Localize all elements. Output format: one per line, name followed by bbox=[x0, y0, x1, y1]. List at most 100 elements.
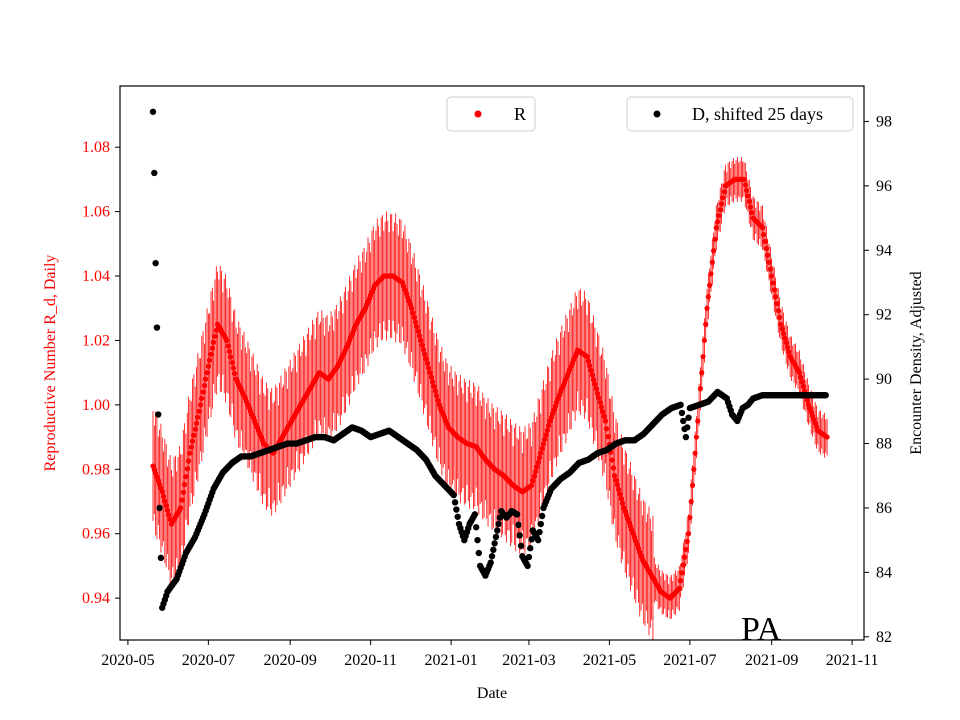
r-point bbox=[597, 399, 603, 406]
r-point bbox=[535, 459, 541, 465]
r-point bbox=[786, 349, 792, 355]
r-point bbox=[782, 335, 788, 341]
d-point bbox=[488, 553, 496, 560]
r-point bbox=[166, 512, 172, 518]
r-point bbox=[824, 434, 830, 440]
r-point bbox=[610, 465, 616, 471]
y-left-tick-label: 1.06 bbox=[82, 204, 110, 221]
d-point bbox=[538, 512, 546, 520]
r-point bbox=[211, 339, 217, 345]
r-point bbox=[538, 450, 544, 456]
r-point bbox=[778, 321, 784, 327]
r-point bbox=[688, 498, 694, 505]
d-point bbox=[515, 521, 522, 529]
r-point bbox=[613, 477, 619, 483]
r-point bbox=[770, 280, 776, 286]
y-right-tick-label: 98 bbox=[876, 113, 892, 130]
r-point bbox=[691, 466, 697, 472]
r-point bbox=[203, 376, 209, 382]
r-point bbox=[430, 379, 436, 385]
r-point bbox=[426, 365, 432, 371]
x-tick-label: 2020-11 bbox=[344, 652, 397, 669]
plot-frame bbox=[119, 85, 865, 641]
r-point bbox=[612, 473, 618, 479]
r-point bbox=[414, 324, 420, 330]
d-point bbox=[527, 545, 534, 552]
r-series-layer bbox=[150, 156, 830, 640]
r-point bbox=[590, 376, 597, 383]
r-point bbox=[784, 344, 791, 350]
legend-r-label: R bbox=[514, 104, 526, 124]
r-point bbox=[164, 507, 171, 513]
y-right-tick-label: 90 bbox=[876, 371, 892, 388]
r-point bbox=[619, 500, 626, 506]
r-point bbox=[693, 434, 700, 440]
r-point bbox=[182, 481, 188, 488]
y-right-tick-label: 84 bbox=[876, 564, 892, 581]
r-point bbox=[679, 570, 685, 576]
r-point bbox=[539, 445, 545, 452]
r-point bbox=[783, 340, 789, 346]
r-point bbox=[804, 397, 810, 403]
r-point bbox=[204, 370, 210, 376]
r-point bbox=[230, 365, 237, 371]
r-point bbox=[419, 342, 425, 348]
r-point bbox=[435, 397, 441, 403]
r-point bbox=[745, 193, 751, 199]
r-point bbox=[708, 271, 714, 277]
y-left-tick-label: 0.94 bbox=[82, 590, 110, 607]
x-tick-label: 2021-05 bbox=[583, 652, 636, 669]
d-point bbox=[472, 524, 480, 531]
y-left-tick-label: 1.00 bbox=[82, 397, 110, 414]
x-tick-label: 2021-07 bbox=[663, 652, 716, 669]
d-point bbox=[149, 108, 157, 115]
y-right-tick-label: 88 bbox=[876, 436, 892, 453]
r-point bbox=[743, 187, 750, 194]
r-point bbox=[685, 531, 692, 537]
r-point bbox=[432, 388, 438, 394]
r-point bbox=[703, 321, 709, 327]
d-series-layer bbox=[149, 108, 829, 611]
r-point bbox=[416, 333, 423, 339]
r-point bbox=[531, 473, 537, 479]
r-point bbox=[232, 370, 238, 377]
r-point bbox=[800, 383, 806, 390]
d-point bbox=[450, 491, 457, 499]
x-tick-label: 2021-03 bbox=[502, 652, 555, 669]
r-point bbox=[704, 305, 710, 311]
r-point bbox=[700, 353, 706, 360]
r-point bbox=[709, 259, 715, 265]
legend-d-box bbox=[626, 96, 854, 132]
r-point bbox=[759, 225, 766, 231]
r-point bbox=[713, 225, 719, 231]
r-point bbox=[721, 189, 727, 195]
r-point bbox=[765, 252, 771, 258]
r-point bbox=[225, 343, 231, 349]
r-point bbox=[711, 248, 717, 254]
d-point bbox=[682, 433, 690, 441]
r-point bbox=[699, 370, 705, 376]
d-point bbox=[490, 546, 497, 554]
r-point bbox=[543, 432, 549, 438]
r-point bbox=[178, 505, 184, 511]
r-point bbox=[163, 503, 169, 509]
d-point bbox=[152, 259, 159, 267]
d-point bbox=[684, 424, 691, 431]
d-point bbox=[453, 506, 460, 513]
r-point bbox=[796, 370, 802, 376]
r-point bbox=[767, 266, 773, 272]
d-point bbox=[492, 533, 500, 541]
r-point bbox=[546, 422, 552, 429]
r-point bbox=[798, 374, 804, 380]
r-point bbox=[589, 372, 595, 378]
d-point bbox=[517, 542, 525, 549]
d-point bbox=[156, 504, 163, 512]
r-point bbox=[689, 482, 696, 488]
r-point bbox=[592, 381, 598, 387]
r-point bbox=[428, 374, 434, 380]
r-point bbox=[720, 195, 726, 201]
r-point bbox=[544, 427, 551, 433]
d-point bbox=[487, 559, 494, 566]
r-point bbox=[718, 201, 725, 207]
